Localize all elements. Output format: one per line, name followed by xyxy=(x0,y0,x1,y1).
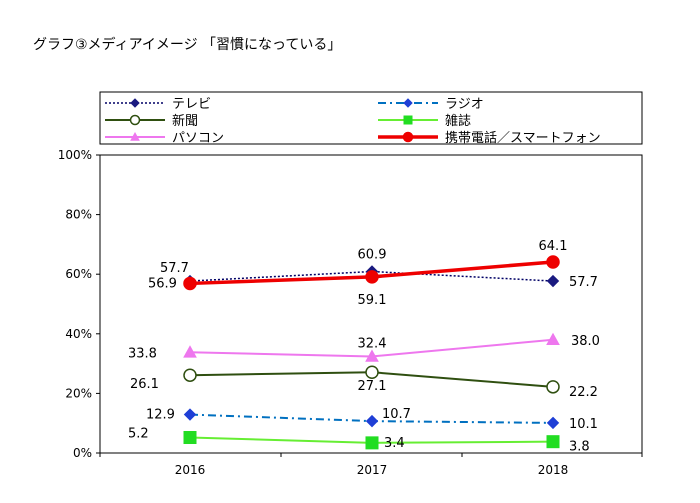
legend-swatch-marker xyxy=(402,131,414,143)
data-point xyxy=(365,270,379,284)
data-point xyxy=(183,431,197,445)
legend-swatch-marker xyxy=(130,98,140,108)
legend-label: パソコン xyxy=(172,131,224,146)
data-labels: 57.7 60.9 57.7 12.9 10.7 10.1 26.1 27.1 22.2 5.2 3… xyxy=(128,239,600,455)
y-tick-label: 80% xyxy=(65,208,92,222)
data-label: 22.2 xyxy=(569,385,598,400)
data-label: 32.4 xyxy=(358,336,387,351)
data-label: 10.1 xyxy=(569,417,598,432)
data-point xyxy=(546,416,560,430)
legend-box xyxy=(99,91,643,145)
legend-label: テレビ xyxy=(172,97,211,112)
legend-item: 新聞 xyxy=(105,113,198,129)
data-label: 27.1 xyxy=(358,379,387,394)
series-group xyxy=(183,255,560,450)
legend-item: ラジオ xyxy=(378,97,484,112)
data-label: 38.0 xyxy=(571,334,600,349)
data-label: 3.8 xyxy=(569,440,590,455)
data-point xyxy=(183,276,197,291)
data-label: 33.8 xyxy=(128,346,157,361)
data-point xyxy=(546,274,560,288)
y-tick-label: 0% xyxy=(73,446,92,460)
data-label: 56.9 xyxy=(148,276,177,291)
data-point xyxy=(365,414,379,428)
data-label: 57.7 xyxy=(160,261,189,276)
x-tick-label: 2016 xyxy=(175,463,206,477)
legend-swatch-marker xyxy=(403,98,413,108)
data-label: 57.7 xyxy=(569,275,598,290)
y-tick-label: 20% xyxy=(65,386,92,400)
plot-area xyxy=(99,154,643,454)
y-tick-label: 100% xyxy=(58,148,92,162)
data-label: 59.1 xyxy=(358,293,387,308)
data-label: 12.9 xyxy=(146,408,175,423)
data-point xyxy=(546,255,560,269)
data-label: 10.7 xyxy=(382,407,411,422)
legend-label: 雑誌 xyxy=(445,113,471,129)
legend-swatch-marker xyxy=(403,115,413,125)
x-tick-label: 2017 xyxy=(357,463,388,477)
data-point xyxy=(365,349,379,362)
legend-swatch-marker xyxy=(129,114,141,126)
legend-label: ラジオ xyxy=(445,97,484,112)
legend-label: 携帯電話／スマートフォン xyxy=(445,130,601,146)
data-point xyxy=(183,368,197,382)
series-3 xyxy=(183,365,560,394)
series-2 xyxy=(183,408,560,430)
data-label: 60.9 xyxy=(358,248,387,263)
data-point xyxy=(365,436,379,450)
data-point xyxy=(365,365,379,379)
data-label: 5.2 xyxy=(128,427,149,442)
legend-item: パソコン xyxy=(105,131,224,146)
data-label: 26.1 xyxy=(130,377,159,392)
series-4 xyxy=(183,431,560,450)
legend-item: 携帯電話／スマートフォン xyxy=(378,130,601,146)
legend-label: 新聞 xyxy=(172,113,198,129)
data-point xyxy=(546,332,560,346)
series-5 xyxy=(183,332,560,362)
y-axis: 0% 20% 40% 60% 80% 100% xyxy=(58,148,100,460)
data-point xyxy=(546,380,560,394)
series-6 xyxy=(183,255,560,291)
series-line xyxy=(189,270,554,282)
legend-item: テレビ xyxy=(105,97,211,112)
data-point xyxy=(183,345,197,358)
x-tick-label: 2018 xyxy=(538,463,569,477)
legend-swatch-marker xyxy=(130,131,140,141)
data-point xyxy=(546,435,560,449)
data-label: 3.4 xyxy=(384,436,405,451)
legend-item: 雑誌 xyxy=(378,113,471,129)
data-point xyxy=(183,408,197,421)
x-axis: 2016 2017 2018 xyxy=(99,453,643,477)
chart-title: グラフ③メディアイメージ 「習慣になっている」 xyxy=(33,37,342,53)
y-tick-label: 60% xyxy=(65,267,92,281)
y-tick-label: 40% xyxy=(65,327,92,341)
data-label: 64.1 xyxy=(539,239,568,254)
